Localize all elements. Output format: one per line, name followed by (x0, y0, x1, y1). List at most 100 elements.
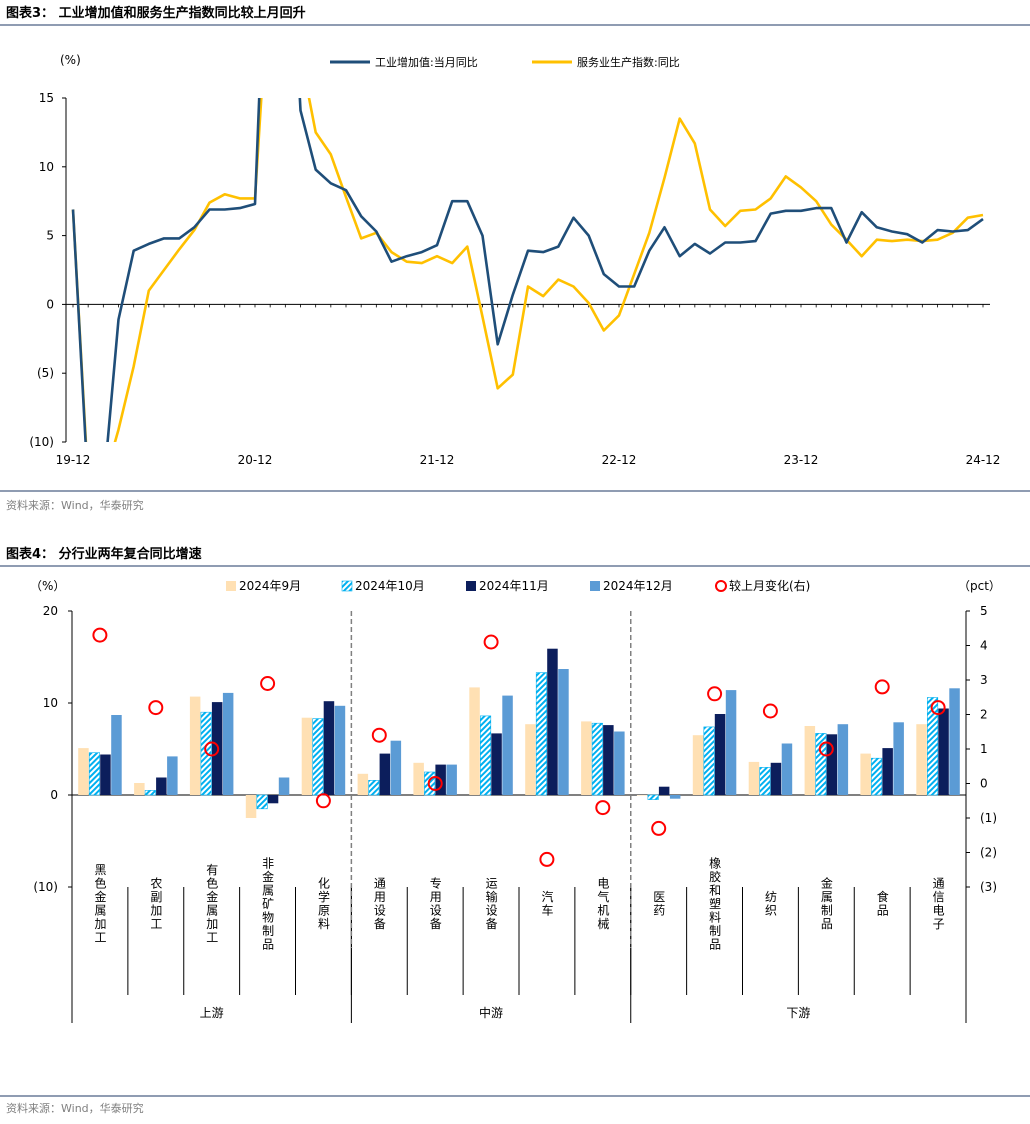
y2-tick-label: 0 (980, 777, 988, 791)
bar-2024年12月 (893, 722, 904, 795)
bar-2024年11月 (156, 777, 167, 795)
bar-2024年12月 (390, 740, 402, 795)
bar-2024年11月 (100, 754, 111, 795)
category-label: 电气机械 (596, 877, 610, 931)
legend-label: 2024年11月 (479, 579, 549, 593)
fig3-plot-area (71, 98, 984, 442)
bar-2024年10月 (368, 779, 380, 796)
bar-2024年9月 (134, 783, 145, 795)
bar-2024年9月 (189, 696, 201, 795)
bar-2024年11月 (826, 734, 838, 795)
line-chart-industrial-services: 15 10 5 0 (5) (10) (%) 19-12 20-12 21-12 22-12 23-1… (29, 53, 1000, 467)
bar-2024年11月 (491, 733, 502, 795)
legend-swatch (590, 581, 600, 591)
bar-2024年10月 (144, 790, 156, 796)
y-tick-label: 5 (46, 229, 54, 243)
legend-swatch (226, 581, 236, 591)
legend-label: 服务业生产指数:同比 (577, 55, 680, 69)
change-marker (651, 820, 667, 836)
y-tick-label: 10 (39, 160, 54, 174)
bar-2024年12月 (725, 690, 737, 795)
bar-2024年10月 (871, 757, 883, 796)
bar-2024年12月 (614, 731, 625, 795)
y-tick-label: 20 (43, 604, 58, 618)
bar-2024年11月 (770, 762, 782, 795)
bar-2024年12月 (446, 764, 457, 795)
y2-tick-label: 5 (980, 604, 988, 618)
category-label: 黑色金属加工 (93, 863, 107, 944)
bar-2024年9月 (860, 753, 871, 795)
legend-label: 工业增加值:当月同比 (375, 55, 478, 69)
category-label: 通用设备 (372, 877, 386, 931)
bar-2024年11月 (882, 748, 893, 795)
y-tick-label: 0 (46, 297, 54, 311)
bar-2024年10月 (256, 794, 268, 810)
y2-axis-label: （pct） (958, 579, 1001, 593)
bar-2024年9月 (357, 773, 369, 795)
y2-tick-label: (1) (980, 811, 997, 825)
y-tick-label: (10) (29, 435, 54, 449)
category-label: 农副加工 (149, 877, 163, 931)
category-label: 食品 (875, 889, 889, 917)
legend-label: 2024年10月 (355, 579, 425, 593)
x-tick-label: 19-12 (56, 453, 91, 467)
bar-2024年11月 (938, 708, 949, 795)
x-tick-label: 21-12 (420, 453, 455, 467)
y2-tick-label: 2 (980, 708, 988, 722)
legend-swatch (341, 580, 353, 592)
bar-2024年12月 (334, 705, 346, 795)
bar-2024年10月 (479, 715, 492, 796)
legend-label: 2024年12月 (603, 579, 673, 593)
bar-2024年10月 (926, 697, 939, 796)
group-label: 中游 (479, 1005, 503, 1020)
category-label: 金属制品 (819, 876, 833, 931)
y2-tick-label: (2) (980, 846, 997, 860)
change-marker (204, 741, 220, 757)
category-label: 非金属矿物制品 (261, 856, 275, 951)
category-label: 汽车 (540, 889, 554, 917)
y2-tick-label: 4 (980, 639, 988, 653)
series-line-industrial (71, 98, 984, 442)
y-tick-label: (5) (37, 366, 54, 380)
bar-2024年9月 (804, 726, 816, 795)
category-label: 专用设备 (428, 876, 442, 931)
y-axis-label: （%） (30, 579, 65, 593)
group-label: 下游 (786, 1006, 810, 1020)
x-tick-label: 23-12 (784, 453, 819, 467)
bar-2024年12月 (222, 692, 234, 795)
y-axis-label: (%) (60, 53, 81, 67)
bar-2024年12月 (278, 777, 290, 795)
y-tick-label: 15 (39, 91, 54, 105)
bar-2024年11月 (603, 725, 614, 795)
change-marker (595, 800, 611, 816)
change-marker (427, 776, 443, 791)
bar-2024年11月 (267, 795, 279, 804)
bar-2024年9月 (636, 795, 648, 796)
change-marker (148, 700, 164, 716)
bar-2024年9月 (525, 724, 536, 795)
bar-2024年11月 (658, 786, 670, 795)
bar-2024年12月 (949, 688, 960, 795)
bar-2024年9月 (748, 761, 760, 795)
y2-tick-label: 3 (980, 673, 988, 687)
y-tick-label: (10) (33, 880, 58, 894)
bar-2024年10月 (703, 726, 715, 796)
category-label: 纺织 (763, 890, 777, 917)
fig3-title: 图表3： 工业增加值和服务生产指数同比较上月回升 (6, 5, 306, 21)
legend-marker (715, 580, 727, 592)
series-line-services (71, 98, 984, 442)
bar-2024年12月 (558, 669, 569, 795)
change-marker (930, 700, 946, 716)
category-label: 橡胶和塑料制品 (708, 856, 722, 951)
bar-2024年11月 (323, 701, 335, 795)
bar-2024年10月 (759, 767, 771, 796)
bar-2024年9月 (469, 687, 480, 795)
y2-tick-label: (3) (980, 880, 997, 894)
fig4-title: 图表4： 分行业两年复合同比增速 (6, 546, 202, 562)
y-tick-label: 0 (50, 788, 58, 802)
change-marker (260, 676, 276, 691)
bar-2024年10月 (815, 733, 827, 796)
change-marker (707, 686, 723, 702)
category-label: 通信电子 (931, 877, 945, 931)
